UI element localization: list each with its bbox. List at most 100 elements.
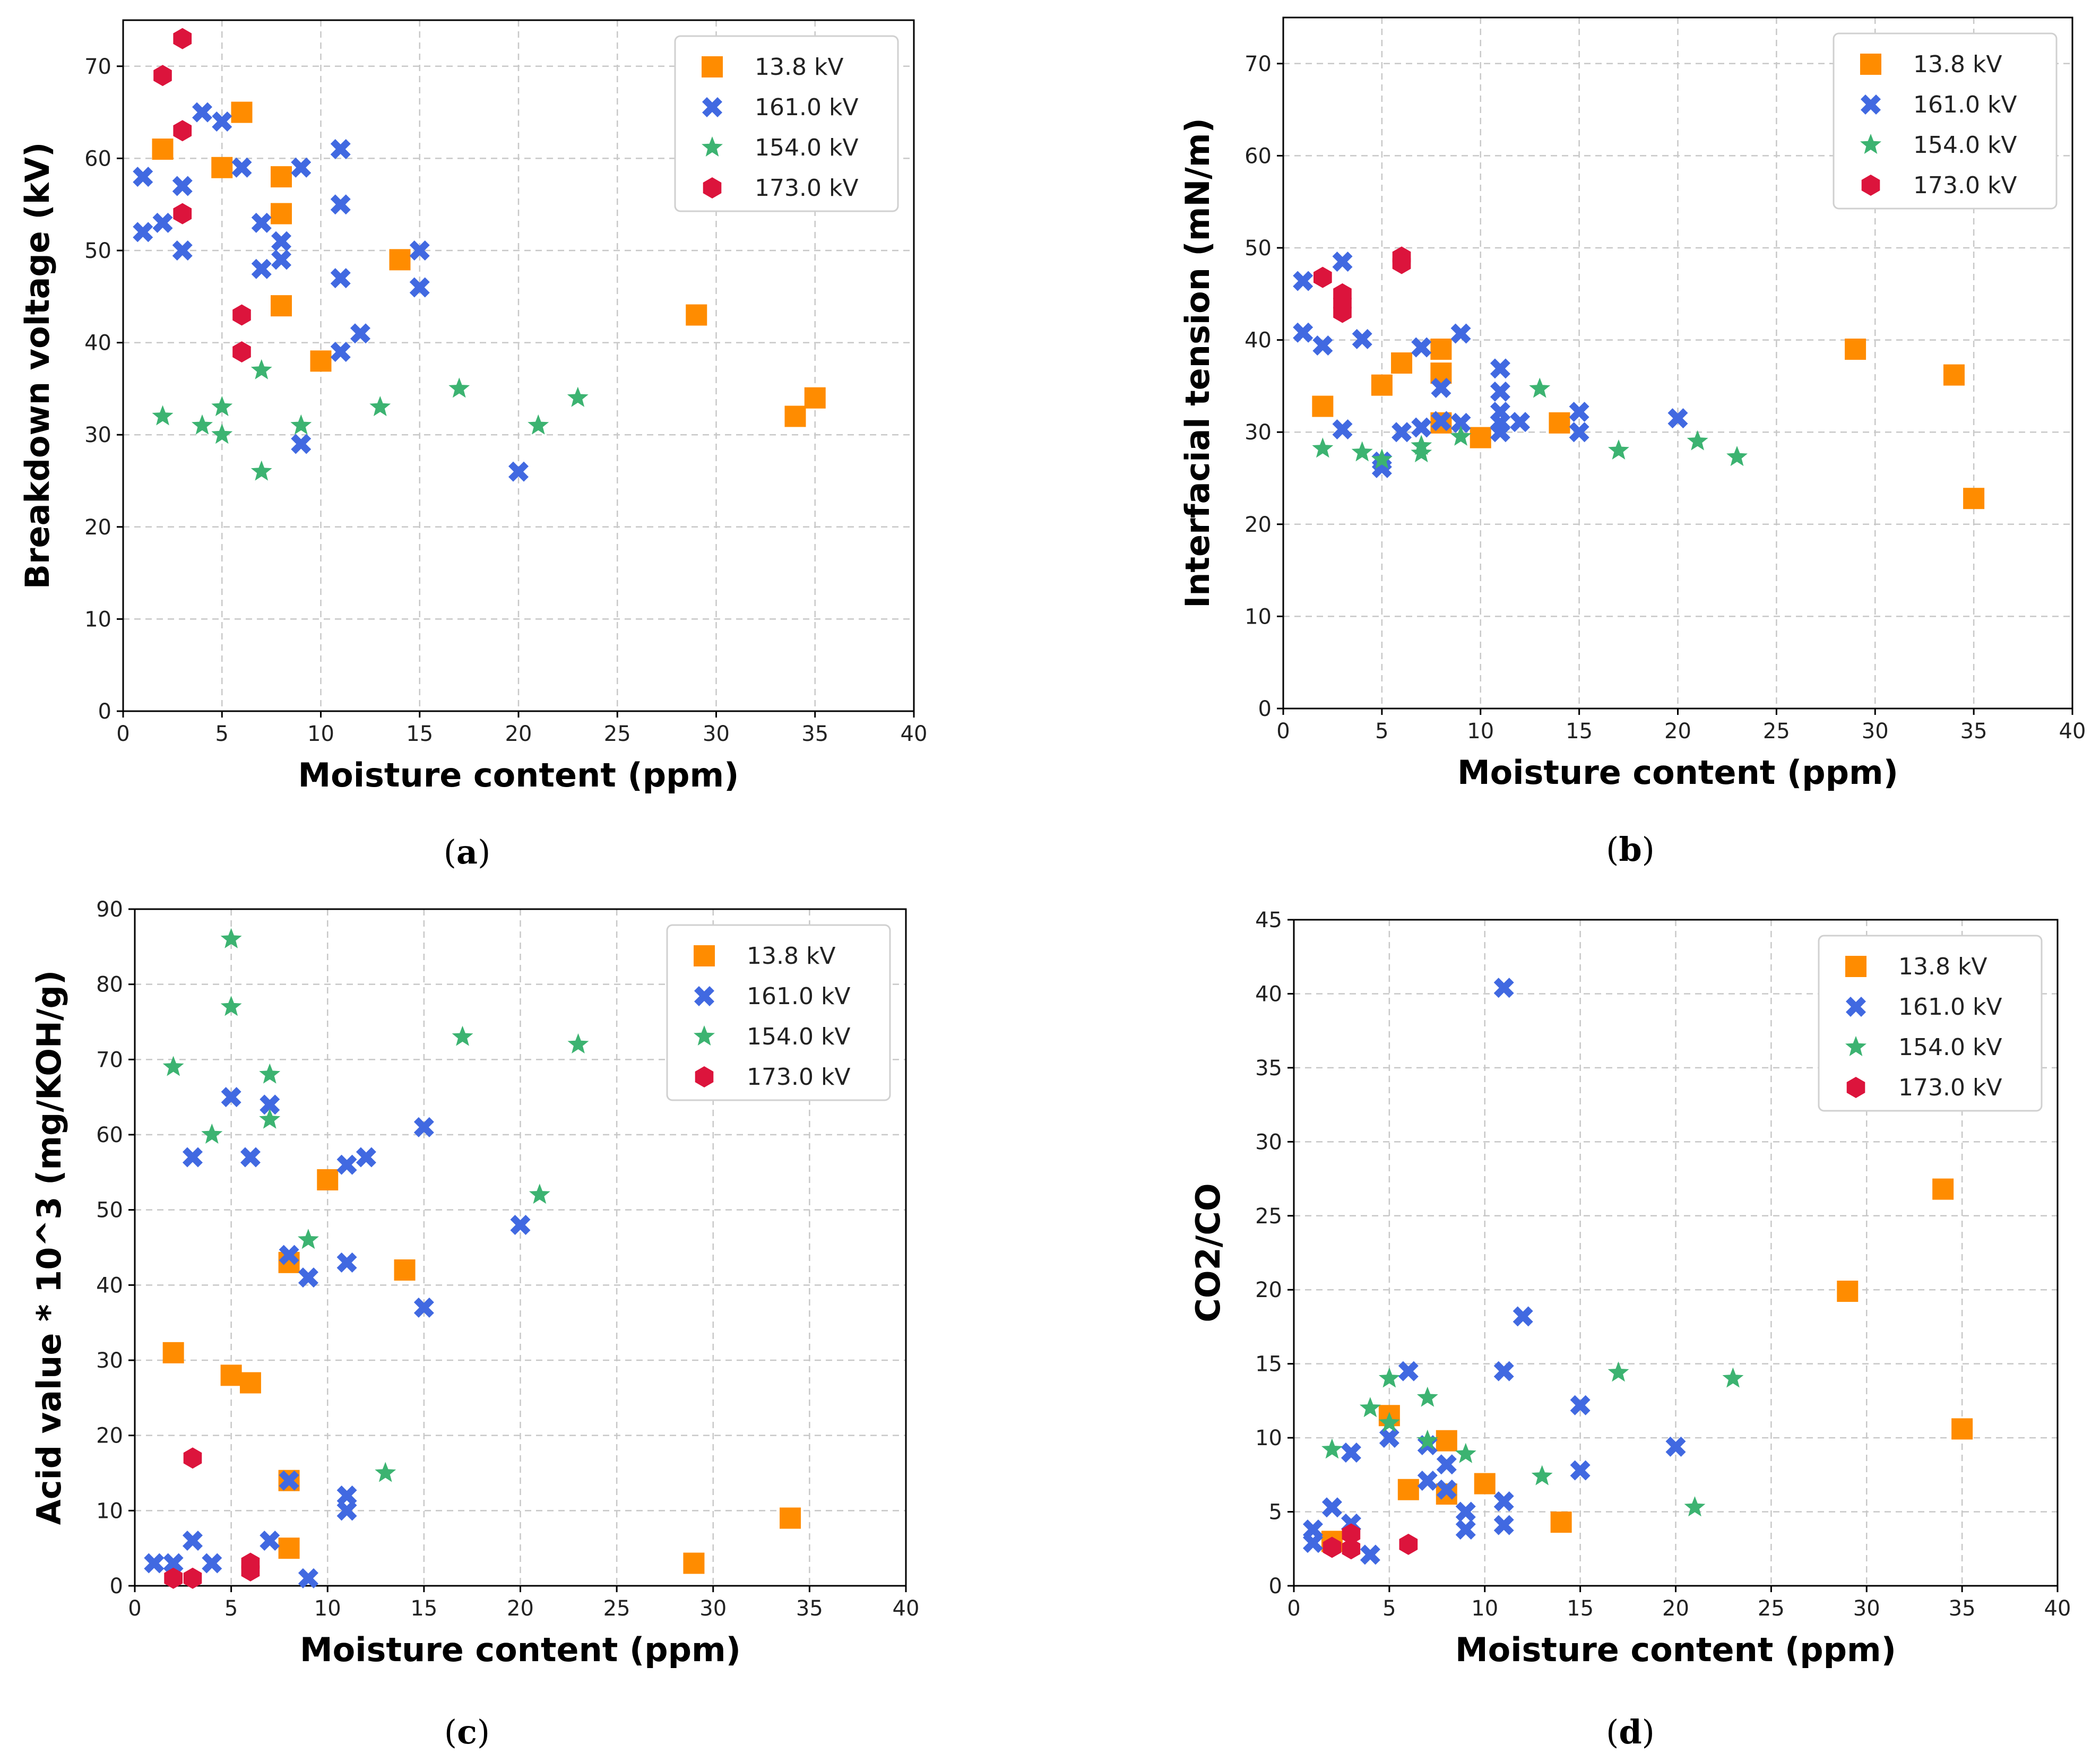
data-point <box>1490 358 1510 379</box>
data-point <box>1360 1544 1380 1565</box>
x-tick-label: 30 <box>699 1596 727 1621</box>
series-154-0-kv <box>152 359 589 481</box>
data-point <box>1450 412 1471 433</box>
x-tick-label: 0 <box>1276 719 1290 744</box>
data-point <box>350 323 370 344</box>
series-154-0-kv <box>1312 377 1748 469</box>
data-point <box>1932 1178 1954 1200</box>
series-154-0-kv <box>1321 1361 1744 1517</box>
data-point <box>1436 1430 1457 1452</box>
data-point <box>298 1267 318 1288</box>
data-point <box>1378 1367 1400 1388</box>
data-point <box>1302 1533 1323 1553</box>
data-point <box>1431 411 1451 431</box>
y-tick-label: 20 <box>84 515 111 540</box>
y-tick-label: 70 <box>84 55 111 79</box>
data-point <box>1392 253 1411 274</box>
legend-label: 154.0 kV <box>1913 132 2017 159</box>
data-point <box>448 377 470 398</box>
data-point <box>1416 1429 1438 1450</box>
legend-marker <box>1861 94 1881 115</box>
panel-caption: (b) <box>1606 830 1655 869</box>
data-point <box>1352 329 1372 349</box>
data-point <box>241 1560 260 1582</box>
legend-label: 13.8 kV <box>747 943 836 970</box>
x-tick-label: 15 <box>406 722 433 746</box>
series-13-8-kv <box>1321 1178 1973 1552</box>
y-tick-label: 40 <box>96 1273 123 1298</box>
data-point <box>1293 322 1313 343</box>
y-tick-label: 90 <box>96 897 123 922</box>
data-point <box>260 1094 280 1115</box>
data-point <box>152 405 174 426</box>
data-point <box>686 304 707 326</box>
x-tick-label: 25 <box>1763 719 1790 744</box>
data-point <box>212 111 232 132</box>
y-tick-label: 30 <box>96 1349 123 1373</box>
panel-c: 0 5 10 15 20 25 30 35 40 0 10 20 30 40 50 60 70 80 90 Moist… <box>30 897 919 1751</box>
data-point <box>133 167 153 187</box>
data-point <box>291 434 312 454</box>
legend-marker <box>1861 175 1880 196</box>
data-point <box>1342 1538 1361 1560</box>
x-tick-label: 5 <box>1375 719 1388 744</box>
series-173-0-kv <box>1323 1523 1418 1560</box>
data-point <box>1430 338 1452 360</box>
data-point <box>279 1245 299 1265</box>
data-point <box>1398 1361 1419 1381</box>
series-161-0-kv <box>133 102 529 482</box>
series-13-8-kv <box>152 101 826 427</box>
data-point <box>192 102 212 123</box>
x-tick-label: 15 <box>410 1596 437 1621</box>
data-point <box>330 341 351 362</box>
x-tick-label: 10 <box>1467 719 1494 744</box>
series-161-0-kv <box>1293 252 1688 478</box>
x-tick-label: 40 <box>2044 1596 2071 1621</box>
y-tick-label: 0 <box>110 1574 123 1599</box>
data-point <box>528 414 549 435</box>
data-point <box>1470 427 1491 448</box>
y-axis-title: Interfacial tension (mN/m) <box>1178 118 1217 608</box>
data-point <box>1332 419 1353 439</box>
data-point <box>1569 422 1589 443</box>
data-point <box>330 268 351 289</box>
data-point <box>1665 1436 1686 1457</box>
data-point <box>413 1117 434 1137</box>
data-point <box>1399 1533 1418 1555</box>
legend-box <box>1833 32 2058 210</box>
data-point <box>271 231 291 252</box>
data-point <box>211 396 233 417</box>
data-point <box>1951 1418 1973 1440</box>
data-point <box>336 1485 357 1506</box>
legend-marker <box>695 1066 714 1087</box>
legend-box <box>1818 935 2043 1112</box>
legend-label: 173.0 kV <box>1913 172 2017 199</box>
data-point <box>1493 1515 1514 1535</box>
data-point <box>1570 1395 1591 1415</box>
data-point <box>1342 1523 1361 1545</box>
y-tick-label: 60 <box>96 1123 123 1147</box>
data-point <box>1455 1443 1476 1463</box>
data-point <box>172 176 193 196</box>
data-point <box>298 1568 318 1588</box>
data-point <box>250 460 272 481</box>
y-tick-label: 30 <box>1245 420 1272 445</box>
y-tick-label: 0 <box>1269 1574 1282 1599</box>
data-point <box>1431 377 1451 398</box>
data-point <box>1963 488 1985 509</box>
data-point <box>152 212 173 233</box>
data-point <box>1549 412 1570 434</box>
data-point <box>1570 1460 1591 1481</box>
y-tick-label: 60 <box>1245 144 1272 168</box>
x-tick-label: 10 <box>307 722 334 746</box>
data-point <box>369 396 391 417</box>
data-point <box>231 157 252 178</box>
y-tick-label: 20 <box>1245 513 1272 537</box>
panel-a: 0 5 10 15 20 25 30 35 40 0 10 20 30 40 50 60 70 Moisture … <box>18 19 927 871</box>
data-point <box>202 1553 222 1574</box>
data-point <box>239 1372 261 1394</box>
y-tick-label: 30 <box>1255 1130 1282 1154</box>
data-point <box>1455 1501 1476 1522</box>
series-161-0-kv <box>144 1087 531 1588</box>
